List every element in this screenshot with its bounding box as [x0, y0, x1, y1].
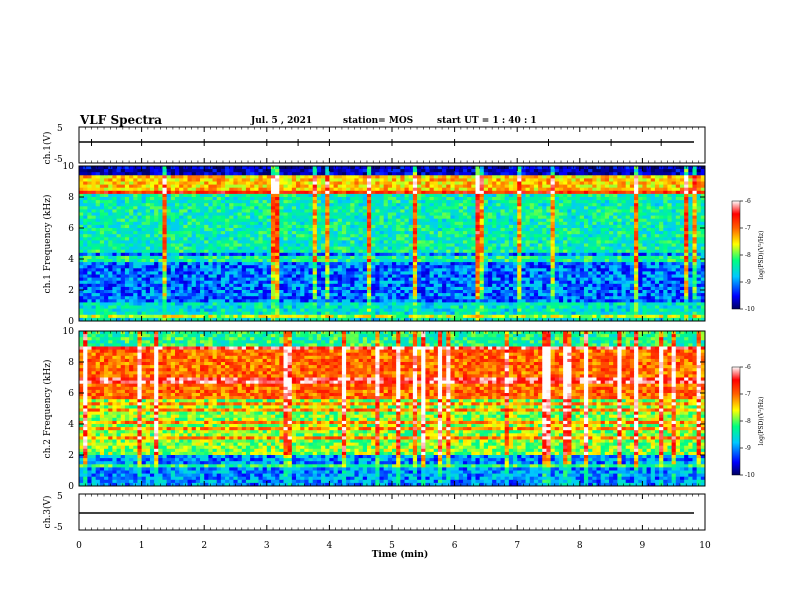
- ytick-label: 4: [68, 420, 74, 430]
- xtick-label: 2: [201, 541, 207, 551]
- ch1-colorbar-label: log(PSD)(V²/Hz): [758, 231, 765, 280]
- colorbar-tick-label: -10: [745, 472, 755, 479]
- colorbar-tick-label: -6: [745, 364, 751, 371]
- colorbar-tick-label: -6: [745, 198, 751, 205]
- ytick-label: 10: [63, 162, 75, 172]
- start-time-label: start UT = 1 : 40 : 1: [437, 116, 537, 126]
- ch1-colorbar-ticks: -6 -7 -8 -9 -10: [740, 198, 755, 313]
- ch1-waveform-panel: 5 -5 ch.1(V): [42, 124, 706, 165]
- colorbar-tick-label: -7: [745, 391, 751, 398]
- ch1-ylabel: ch.1(V): [42, 132, 53, 165]
- xtick-label: 7: [514, 541, 520, 551]
- ch1-colorbar: [731, 200, 741, 310]
- ch1-yticks: 0 2 4 6 8 10: [63, 162, 705, 327]
- ch2-colorbar-label: log(PSD)(V²/Hz): [758, 397, 765, 446]
- ytick-label: 0: [68, 482, 74, 492]
- ch2-ylabel-line1: ch.2 Frequency (kHz): [42, 360, 53, 459]
- ytick-label: 2: [68, 286, 74, 296]
- xtick-label: 9: [640, 541, 646, 551]
- xtick-label: 3: [264, 541, 270, 551]
- ytick-label: 8: [68, 193, 74, 203]
- colorbar-tick-label: -9: [745, 279, 751, 286]
- ch2-colorbar-ticks: -6 -7 -8 -9 -10: [740, 364, 755, 479]
- ytick-label: 10: [63, 327, 75, 337]
- x-axis-ticks: 0 1 2 3 4 5 6 7 8 9 10: [76, 127, 711, 551]
- ch2-heatmap: [79, 331, 706, 487]
- xtick-label: 0: [76, 541, 82, 551]
- ch1-ylabel-line1: ch.1 Frequency (kHz): [42, 195, 53, 294]
- xtick-label: 10: [699, 541, 711, 551]
- ch1-ytick-top: 5: [57, 124, 63, 134]
- ytick-label: 4: [68, 255, 74, 265]
- ytick-label: 6: [68, 389, 74, 399]
- ytick-label: 0: [68, 317, 74, 327]
- ch2-yticks: 0 2 4 6 8 10: [63, 327, 705, 492]
- ytick-label: 2: [68, 451, 74, 461]
- ch3-ylabel: ch.3(V): [42, 496, 53, 529]
- ch3-ytick-top: 5: [57, 492, 63, 502]
- ch2-spectrogram-panel: 0 2 4 6 8 10 ch.2 Frequency (kHz) -6 -7 -8 -9 -10…: [42, 327, 765, 492]
- colorbar-tick-label: -10: [745, 306, 755, 313]
- xtick-label: 8: [577, 541, 583, 551]
- ch1-ytick-bottom: -5: [54, 155, 63, 165]
- ytick-label: 6: [68, 224, 74, 234]
- xtick-label: 4: [327, 541, 333, 551]
- ch3-ytick-bottom: -5: [54, 523, 63, 533]
- xtick-label: 1: [139, 541, 145, 551]
- x-axis-label: Time (min): [372, 549, 429, 560]
- ch2-colorbar: [731, 366, 741, 476]
- colorbar-tick-label: -8: [745, 418, 751, 425]
- chart-title: VLF Spectra: [80, 113, 163, 127]
- colorbar-tick-label: -8: [745, 252, 751, 259]
- ch1-spikes: [91, 139, 662, 146]
- ytick-label: 8: [68, 358, 74, 368]
- station-label: station= MOS: [343, 116, 414, 126]
- xtick-label: 6: [452, 541, 458, 551]
- colorbar-tick-label: -7: [745, 225, 751, 232]
- ch1-heatmap: [79, 166, 706, 322]
- colorbar-tick-label: -9: [745, 445, 751, 452]
- ch3-waveform-panel: 5 -5 ch.3(V): [42, 492, 706, 533]
- xtick-label: 5: [389, 541, 395, 551]
- ch1-spectrogram-panel: 0 2 4 6 8 10 ch.1 Frequency (kHz) -6 -7 -8 -9 -10…: [42, 162, 765, 327]
- date-label: Jul. 5 , 2021: [251, 116, 313, 126]
